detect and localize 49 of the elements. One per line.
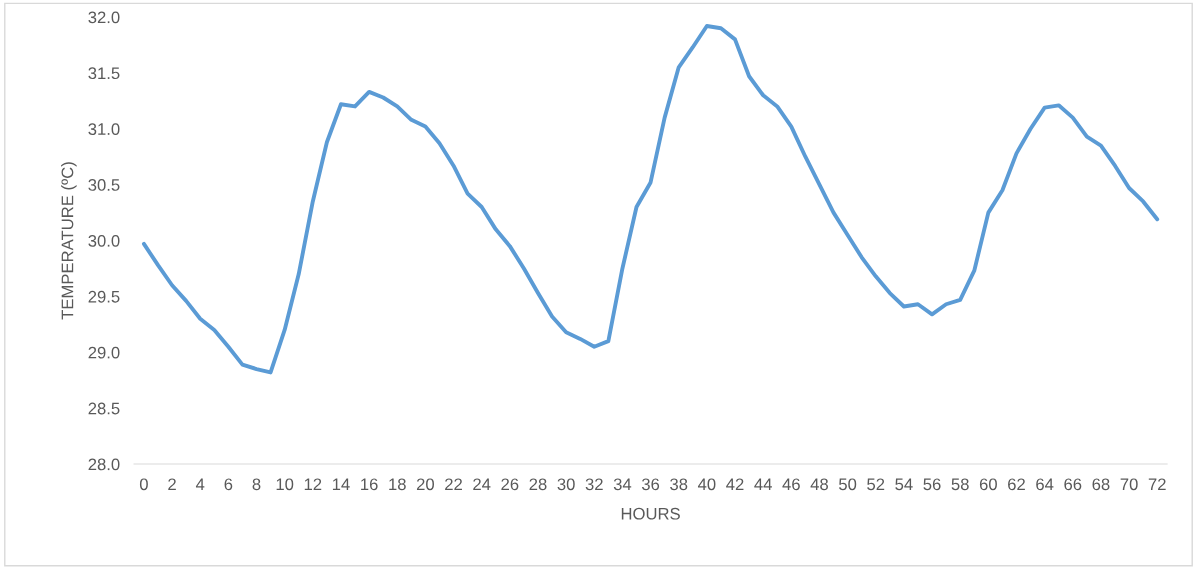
y-tick-label: 30.5 (88, 179, 120, 191)
x-tick-label: 54 (895, 478, 913, 491)
x-tick-label: 26 (501, 478, 519, 491)
x-tick-label: 32 (585, 478, 603, 491)
y-tick-label: 29.5 (88, 290, 120, 303)
x-tick-label: 66 (1064, 478, 1082, 491)
x-tick-label: 42 (726, 478, 744, 491)
x-tick-label: 48 (810, 478, 828, 491)
x-tick-label: 52 (867, 478, 885, 491)
y-axis-title: TEMPERATURE (ºC) (61, 162, 77, 320)
y-tick-label: 31.5 (88, 67, 120, 80)
x-tick-label: 40 (697, 478, 716, 491)
x-tick-label: 8 (252, 478, 261, 491)
y-tick-label: 28.5 (88, 402, 120, 415)
x-tick-label: 56 (923, 478, 941, 491)
x-tick-label: 64 (1036, 478, 1054, 491)
x-tick-label: 14 (332, 478, 350, 491)
x-tick-label: 0 (139, 478, 148, 491)
x-tick-label: 46 (782, 478, 800, 491)
x-tick-label: 20 (416, 478, 435, 491)
line-series (141, 24, 1160, 375)
x-tick-label: 50 (839, 478, 857, 491)
x-tick-label: 30 (557, 478, 575, 491)
y-tick-label: 30.0 (88, 234, 120, 247)
x-tick-label: 6 (224, 478, 233, 491)
x-tick-label: 62 (1008, 478, 1025, 491)
x-tick-label: 60 (979, 478, 997, 491)
x-tick-label: 44 (754, 478, 772, 491)
x-tick-label: 36 (641, 478, 660, 491)
x-tick-label: 68 (1092, 478, 1110, 491)
y-tick-label: 32.0 (88, 11, 120, 24)
x-tick-label: 16 (361, 478, 378, 491)
x-tick-label: 18 (389, 478, 406, 491)
y-tick-label: 29.0 (88, 346, 120, 359)
x-axis-title: HOURS (621, 507, 680, 520)
y-tick-label: 28.0 (88, 458, 120, 471)
x-tick-label: 2 (168, 478, 176, 491)
x-tick-label: 34 (613, 478, 632, 491)
x-tick-label: 38 (670, 478, 688, 491)
x-tick-label: 72 (1148, 478, 1166, 491)
x-tick-label: 24 (473, 478, 491, 491)
x-tick-label: 4 (195, 478, 205, 491)
x-tick-label: 10 (276, 478, 294, 491)
x-tick-label: 28 (529, 478, 547, 491)
y-tick-label: 31.0 (88, 123, 120, 135)
x-tick-label: 22 (445, 478, 462, 491)
x-tick-label: 70 (1120, 478, 1138, 491)
x-tick-label: 58 (951, 478, 969, 491)
x-tick-label: 12 (304, 478, 322, 491)
